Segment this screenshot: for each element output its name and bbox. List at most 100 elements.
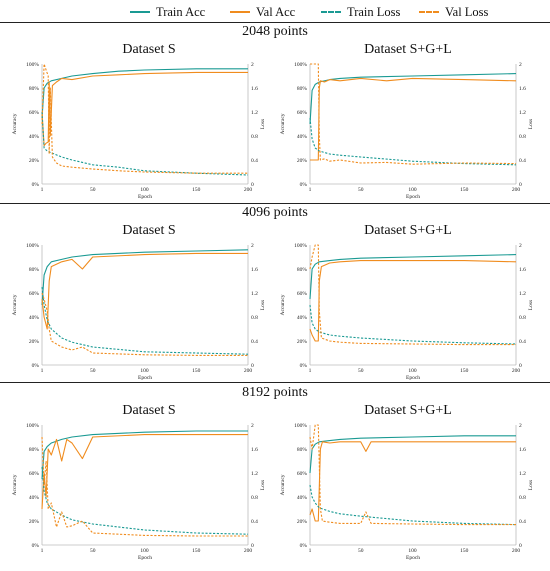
- x-tick-label: 150: [460, 548, 469, 554]
- x-tick-label: 50: [358, 187, 364, 193]
- y-tick-label-right: 2: [519, 243, 522, 249]
- y-tick-label-right: 0.8: [251, 134, 258, 140]
- y-tick-label-right: 0.4: [251, 339, 258, 345]
- y-tick-label-left: 60%: [29, 471, 40, 477]
- x-tick-label: 200: [244, 187, 253, 193]
- x-tick-label: 100: [140, 368, 149, 374]
- x-tick-label: 150: [460, 187, 469, 193]
- y-axis-label-left: Accuracy: [12, 113, 18, 134]
- y-tick-label-right: 0.8: [519, 134, 526, 140]
- x-tick-label: 1: [309, 368, 312, 374]
- x-axis-label: Epoch: [406, 555, 420, 561]
- x-tick-label: 50: [90, 368, 96, 374]
- y-axis-label-right: Loss: [528, 300, 534, 310]
- x-tick-label: 100: [140, 548, 149, 554]
- y-tick-label-right: 0: [519, 363, 522, 369]
- y-tick-label-right: 1.6: [251, 86, 258, 92]
- legend-train-loss-swatch: [321, 11, 341, 13]
- chart-4096-dataset-s: 0%20%40%60%80%100%00.40.81.21.621 50 100 15…: [12, 243, 266, 381]
- legend-val-acc-swatch: [230, 11, 250, 13]
- x-tick-label: 200: [512, 548, 521, 554]
- y-axis-label-right: Loss: [528, 480, 534, 490]
- y-tick-label-left: 0%: [32, 363, 40, 369]
- x-tick-label: 100: [408, 548, 417, 554]
- y-tick-label-right: 1.6: [251, 447, 258, 453]
- y-tick-label-left: 100%: [294, 423, 307, 429]
- y-tick-label-right: 0.4: [519, 519, 526, 525]
- y-tick-label-left: 0%: [300, 363, 308, 369]
- series-line-val-loss: [41, 436, 248, 537]
- y-tick-label-right: 1.2: [519, 110, 526, 116]
- y-axis-label-right: Loss: [260, 119, 266, 129]
- y-axis-label-right: Loss: [260, 300, 266, 310]
- section-title-4096: 4096 points: [242, 205, 308, 220]
- legend-val-loss: Val Loss: [419, 2, 488, 22]
- y-tick-label-right: 1.6: [519, 86, 526, 92]
- panel-title-8192-s: Dataset S: [122, 403, 176, 418]
- section-divider: [0, 22, 550, 23]
- x-tick-label: 50: [90, 187, 96, 193]
- y-tick-label-right: 0: [251, 182, 254, 188]
- chart-8192-dataset-s: 0%20%40%60%80%100%00.40.81.21.621 50 100 15…: [12, 423, 266, 561]
- y-tick-label-left: 100%: [294, 243, 307, 249]
- y-tick-label-left: 20%: [29, 519, 40, 525]
- y-tick-label-right: 1.2: [519, 471, 526, 477]
- section-title-8192: 8192 points: [242, 385, 308, 400]
- x-tick-label: 100: [408, 187, 417, 193]
- series-line-val-loss: [309, 424, 516, 526]
- y-tick-label-left: 60%: [297, 471, 308, 477]
- y-axis-label-left: Accuracy: [280, 294, 286, 315]
- x-tick-label: 150: [192, 548, 201, 554]
- x-tick-label: 50: [358, 368, 364, 374]
- y-tick-label-right: 0.4: [519, 339, 526, 345]
- y-tick-label-left: 0%: [300, 543, 308, 549]
- series-line-val-acc: [41, 434, 248, 510]
- y-tick-label-right: 0: [251, 543, 254, 549]
- chart-8192-dataset-sgl: 0%20%40%60%80%100%00.40.81.21.621 50 100 15…: [280, 423, 534, 561]
- legend-train-loss: Train Loss: [321, 2, 400, 22]
- y-tick-label-right: 0.8: [519, 495, 526, 501]
- y-tick-label-left: 20%: [297, 519, 308, 525]
- y-tick-label-right: 1.2: [251, 291, 258, 297]
- series-line-train-acc: [309, 254, 517, 300]
- y-tick-label-left: 40%: [29, 315, 40, 321]
- series-line-train-loss: [309, 484, 517, 526]
- series-line-val-loss: [310, 63, 517, 165]
- legend-val-acc-label: Val Acc: [256, 4, 296, 19]
- series-line-val-acc: [309, 441, 516, 522]
- y-tick-label-left: 100%: [26, 62, 39, 68]
- y-tick-label-left: 40%: [29, 495, 40, 501]
- y-tick-label-right: 0: [251, 363, 254, 369]
- series-line-val-loss: [41, 63, 248, 174]
- x-tick-label: 200: [512, 368, 521, 374]
- series-line-train-acc: [41, 249, 249, 306]
- y-tick-label-left: 0%: [300, 182, 308, 188]
- x-tick-label: 50: [358, 548, 364, 554]
- chart-legend: Train Acc Val Acc Train Loss Val Loss: [0, 2, 550, 22]
- y-tick-label-right: 0: [519, 182, 522, 188]
- panel-title-2048-s: Dataset S: [122, 42, 176, 57]
- x-axis-label: Epoch: [406, 375, 420, 381]
- series-line-train-acc: [309, 435, 516, 474]
- x-tick-label: 150: [192, 187, 201, 193]
- y-tick-label-right: 1.2: [519, 291, 526, 297]
- y-tick-label-right: 1.2: [251, 110, 258, 116]
- y-tick-label-left: 80%: [297, 86, 308, 92]
- legend-train-loss-label: Train Loss: [347, 4, 401, 19]
- y-tick-label-left: 0%: [32, 182, 40, 188]
- panel-title-2048-sgl: Dataset S+G+L: [364, 42, 452, 57]
- series-line-train-acc: [41, 430, 248, 480]
- section-title-2048: 2048 points: [242, 24, 308, 39]
- x-tick-label: 100: [140, 187, 149, 193]
- x-tick-label: 200: [244, 548, 253, 554]
- x-tick-label: 1: [41, 368, 44, 374]
- y-tick-label-left: 60%: [29, 291, 40, 297]
- y-tick-label-left: 80%: [29, 86, 40, 92]
- legend-val-acc: Val Acc: [230, 2, 295, 22]
- x-tick-label: 200: [244, 368, 253, 374]
- y-tick-label-right: 1.6: [519, 267, 526, 273]
- x-axis-label: Epoch: [138, 555, 152, 561]
- y-tick-label-right: 0.4: [251, 158, 258, 164]
- y-tick-label-right: 2: [251, 243, 254, 249]
- x-tick-label: 1: [309, 187, 312, 193]
